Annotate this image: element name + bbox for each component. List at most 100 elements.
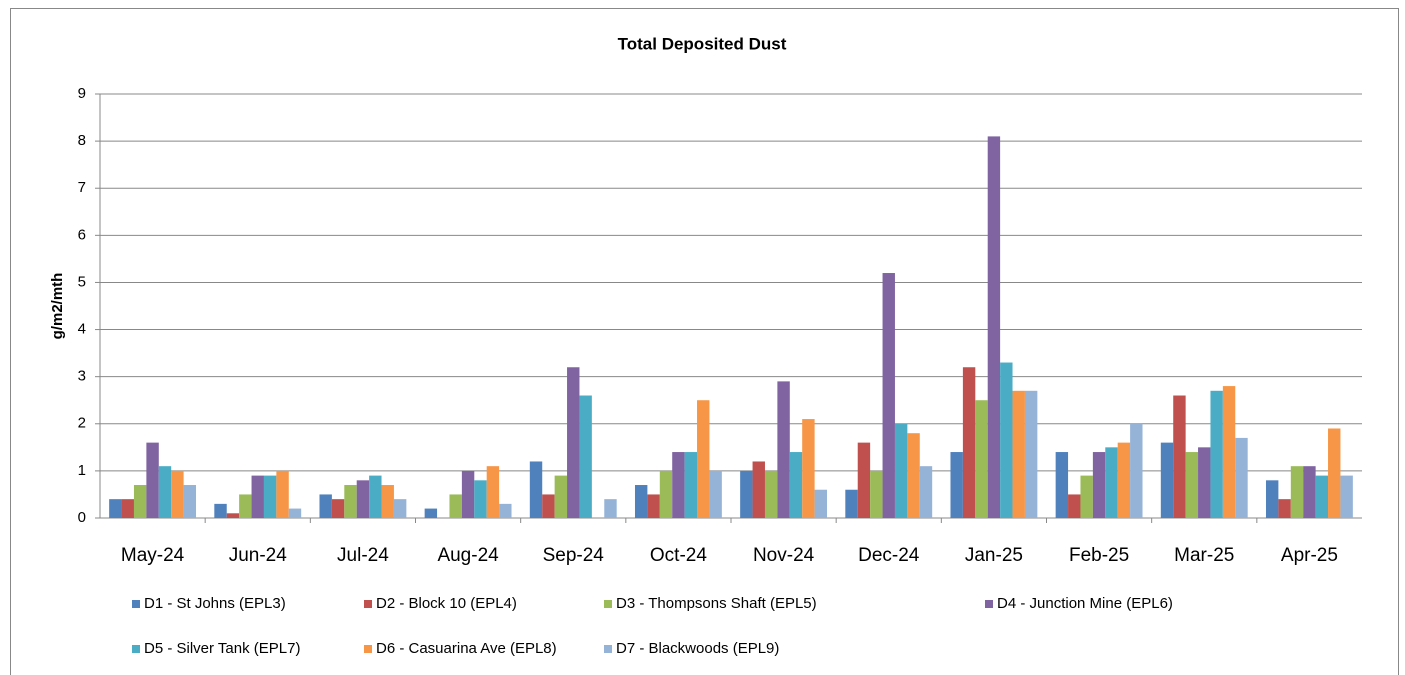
bar	[764, 470, 778, 518]
bar	[1092, 452, 1106, 518]
bar	[331, 499, 345, 518]
bar	[1068, 494, 1081, 518]
bar	[1328, 428, 1341, 518]
bar	[579, 395, 592, 518]
bar	[263, 475, 277, 518]
y-tick-label: 8	[78, 132, 86, 149]
legend-label: D2 - Block 10 (EPL4)	[376, 595, 517, 612]
bar	[962, 367, 976, 518]
bar	[894, 423, 908, 518]
bar	[133, 485, 147, 518]
bar	[1315, 475, 1329, 518]
bar	[461, 470, 475, 518]
bar	[1303, 466, 1316, 518]
y-tick-label: 5	[78, 273, 86, 290]
bar	[121, 499, 134, 518]
bar	[276, 470, 289, 518]
bar	[393, 499, 407, 518]
legend-label: D6 - Casuarina Ave (EPL8)	[376, 640, 557, 657]
y-tick-label: 4	[78, 321, 86, 338]
x-tick-label: Apr-25	[1281, 545, 1338, 566]
bar	[424, 508, 438, 518]
x-tick-label: Mar-25	[1174, 545, 1234, 566]
bar	[975, 400, 988, 518]
legend-label: D4 - Junction Mine (EPL6)	[997, 595, 1173, 612]
bar	[567, 367, 580, 518]
x-tick-label: Sep-24	[543, 545, 605, 566]
y-tick-label: 0	[78, 509, 86, 526]
y-tick-label: 2	[78, 415, 86, 432]
bar	[740, 470, 753, 518]
bar	[659, 470, 673, 518]
bar	[684, 452, 698, 518]
bar	[1173, 395, 1186, 518]
bar	[1265, 480, 1279, 518]
bar	[814, 489, 828, 518]
bar	[1278, 499, 1291, 518]
bar	[1105, 447, 1118, 518]
bar	[158, 466, 172, 518]
bar	[802, 419, 815, 518]
bar	[239, 494, 252, 518]
bar	[214, 503, 227, 518]
bar	[672, 452, 685, 518]
chart-frame	[10, 8, 1399, 675]
bar	[1340, 475, 1353, 518]
bar	[1185, 452, 1199, 518]
x-tick-label: Dec-24	[858, 545, 920, 566]
y-axis-label: g/m2/mth	[49, 273, 66, 340]
bar	[987, 136, 1001, 518]
x-tick-label: Feb-25	[1069, 545, 1129, 566]
bar	[752, 461, 765, 518]
bar	[171, 470, 184, 518]
bar	[499, 503, 512, 518]
bar	[344, 485, 357, 518]
bar	[697, 400, 710, 518]
bar	[1000, 362, 1013, 518]
legend-swatch	[985, 600, 993, 608]
bar	[554, 475, 568, 518]
legend-swatch	[604, 645, 612, 653]
bar	[647, 494, 660, 518]
x-tick-label: Oct-24	[650, 545, 707, 566]
bar	[1235, 437, 1248, 518]
bar	[1012, 390, 1025, 518]
bar	[542, 494, 555, 518]
bar	[109, 499, 122, 518]
bar	[474, 480, 487, 518]
y-tick-label: 1	[78, 462, 86, 479]
bar	[919, 466, 933, 518]
y-tick-label: 6	[78, 226, 86, 243]
bar	[907, 433, 920, 518]
bar	[146, 442, 159, 518]
legend-label: D7 - Blackwoods (EPL9)	[616, 640, 779, 657]
chart-title: Total Deposited Dust	[618, 34, 787, 53]
legend-swatch	[604, 600, 612, 608]
bar	[1210, 390, 1223, 518]
bar	[356, 480, 370, 518]
legend-label: D1 - St Johns (EPL3)	[144, 595, 286, 612]
bar	[381, 485, 394, 518]
y-tick-label: 3	[78, 368, 86, 385]
legend-label: D3 - Thompsons Shaft (EPL5)	[616, 595, 817, 612]
bar	[845, 489, 858, 518]
bar	[709, 470, 722, 518]
y-tick-label: 7	[78, 179, 86, 196]
legend-swatch	[364, 645, 372, 653]
bar	[1117, 442, 1131, 518]
x-tick-label: May-24	[121, 545, 185, 566]
legend-swatch	[132, 645, 140, 653]
bar	[1080, 475, 1093, 518]
bar	[486, 466, 500, 518]
bar	[449, 494, 462, 518]
legend-swatch	[364, 600, 372, 608]
bar	[529, 461, 543, 518]
bar	[1024, 390, 1038, 518]
bar	[288, 508, 302, 518]
bar	[857, 442, 871, 518]
bar	[1130, 423, 1143, 518]
bar	[634, 485, 648, 518]
bar	[1160, 442, 1174, 518]
bar	[1222, 386, 1236, 518]
